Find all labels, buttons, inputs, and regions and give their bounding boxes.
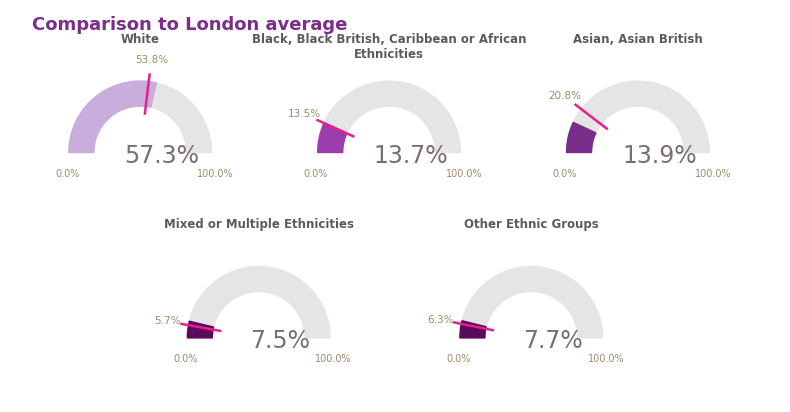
Text: 0.0%: 0.0% <box>173 354 198 364</box>
Text: 6.3%: 6.3% <box>427 315 453 325</box>
Text: Asian, Asian British: Asian, Asian British <box>573 33 703 46</box>
Polygon shape <box>69 81 212 152</box>
Text: 0.0%: 0.0% <box>552 169 577 178</box>
Text: 7.7%: 7.7% <box>523 330 582 353</box>
Polygon shape <box>318 123 347 152</box>
Text: 13.9%: 13.9% <box>622 144 697 168</box>
Text: 100.0%: 100.0% <box>197 169 234 178</box>
Text: 0.0%: 0.0% <box>446 354 470 364</box>
Text: 0.0%: 0.0% <box>303 169 328 178</box>
Text: 57.3%: 57.3% <box>124 144 199 168</box>
Polygon shape <box>566 122 596 152</box>
Polygon shape <box>318 81 461 152</box>
Text: 100.0%: 100.0% <box>588 354 625 364</box>
Text: 100.0%: 100.0% <box>694 169 732 178</box>
Text: 7.5%: 7.5% <box>250 330 310 353</box>
Text: White: White <box>121 33 160 46</box>
Text: Black, Black British, Caribbean or African
Ethnicities: Black, Black British, Caribbean or Afric… <box>252 33 526 61</box>
Polygon shape <box>566 81 709 152</box>
Text: 0.0%: 0.0% <box>55 169 79 178</box>
Polygon shape <box>69 81 156 152</box>
Text: 53.8%: 53.8% <box>135 55 167 66</box>
Text: 100.0%: 100.0% <box>315 354 352 364</box>
Text: 20.8%: 20.8% <box>547 91 581 101</box>
Text: 13.7%: 13.7% <box>373 144 448 168</box>
Polygon shape <box>460 321 486 338</box>
Text: 100.0%: 100.0% <box>446 169 483 178</box>
Text: Mixed or Multiple Ethnicities: Mixed or Multiple Ethnicities <box>164 218 354 232</box>
Polygon shape <box>187 267 330 338</box>
Text: Other Ethnic Groups: Other Ethnic Groups <box>464 218 599 232</box>
Text: 13.5%: 13.5% <box>288 109 321 119</box>
Polygon shape <box>187 321 213 338</box>
Text: 5.7%: 5.7% <box>154 316 181 326</box>
Text: Comparison to London average: Comparison to London average <box>32 16 347 35</box>
Polygon shape <box>460 267 603 338</box>
